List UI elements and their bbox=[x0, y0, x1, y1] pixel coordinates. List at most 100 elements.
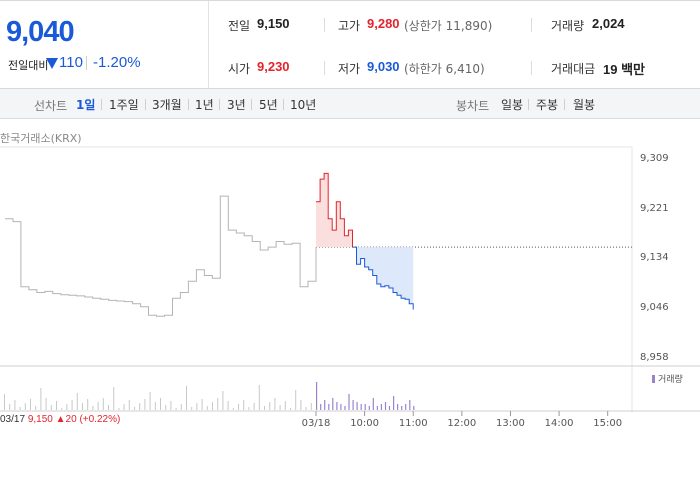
prev-volume-bar bbox=[284, 401, 286, 410]
candle-daily[interactable]: 일봉 bbox=[501, 98, 524, 112]
line-chart-title: 선차트 bbox=[34, 99, 68, 113]
high-label: 고가 bbox=[338, 19, 361, 33]
prev-volume-bar bbox=[243, 400, 245, 410]
volume-bar bbox=[409, 400, 411, 410]
prev-volume-bar bbox=[113, 387, 115, 410]
prev-volume-bar bbox=[30, 399, 31, 410]
prev-volume-bar bbox=[35, 406, 37, 410]
chart-grid bbox=[0, 146, 700, 412]
volume-bar bbox=[360, 404, 362, 410]
candle-weekly[interactable]: 주봉 bbox=[536, 98, 559, 112]
volume-bar bbox=[344, 406, 346, 410]
change-label: 전일대비 bbox=[8, 59, 49, 72]
divider bbox=[564, 99, 565, 110]
volume-bar bbox=[352, 400, 354, 410]
prev-close-value: 9,150 bbox=[257, 16, 290, 31]
y-tick-label: 9,221 bbox=[640, 203, 669, 214]
prev-volume-bar bbox=[108, 405, 109, 410]
prev-volume-bar bbox=[50, 405, 52, 410]
y-tick-label: 9,309 bbox=[640, 153, 669, 164]
prev-volume-bar bbox=[186, 386, 187, 410]
exchange-label: 한국거래소(KRX) bbox=[0, 132, 82, 145]
footer-rate: (+0.22%) bbox=[79, 414, 121, 425]
price-chart[interactable]: 9,309 9,221 9,134 9,046 8,958 03/18 10:00 11:0… bbox=[0, 120, 700, 490]
high-value: 9,280 bbox=[367, 16, 400, 31]
footer-date: 03/17 bbox=[0, 414, 26, 425]
volume-bar bbox=[380, 404, 382, 410]
candle-monthly[interactable]: 월봉 bbox=[573, 98, 596, 112]
volume-bar bbox=[393, 396, 395, 410]
x-tick-label: 03/18 bbox=[302, 418, 331, 429]
prev-volume-bar bbox=[45, 398, 47, 410]
down-triangle-icon bbox=[46, 58, 58, 69]
x-tick-label: 10:00 bbox=[350, 418, 379, 429]
volume-bar bbox=[328, 404, 330, 410]
period-1y[interactable]: 1년 bbox=[195, 98, 214, 112]
prev-volume-bar bbox=[128, 400, 130, 410]
volume-bar bbox=[376, 406, 378, 410]
divider bbox=[531, 18, 532, 32]
volume-legend-label: 거래량 bbox=[658, 373, 683, 385]
divider bbox=[219, 99, 220, 110]
period-10y[interactable]: 10년 bbox=[290, 98, 317, 112]
divider bbox=[283, 99, 284, 110]
prev-volume-bar bbox=[19, 407, 21, 410]
volume-bar bbox=[384, 402, 387, 410]
current-price-box: 9,040 전일대비 110 -1.20% bbox=[0, 1, 209, 88]
footer-price: 9,150 bbox=[27, 414, 53, 425]
footer-change: ▲20 bbox=[55, 414, 77, 425]
volume-bar bbox=[348, 394, 350, 410]
prev-volume-bar bbox=[71, 400, 73, 410]
volume-bar bbox=[413, 406, 415, 410]
x-axis: 03/18 10:00 11:00 12:00 13:00 14:00 15:00 bbox=[302, 411, 622, 429]
prev-volume-bar bbox=[269, 402, 271, 410]
y-tick-label: 8,958 bbox=[640, 352, 669, 363]
prev-volume-bar bbox=[175, 408, 177, 410]
prev-volume-bar bbox=[217, 398, 219, 410]
prev-volume-bar bbox=[87, 399, 89, 410]
period-1d[interactable]: 1일 bbox=[76, 98, 96, 112]
prev-volume-bar bbox=[40, 388, 42, 410]
upper-limit: (상한가 11,890) bbox=[404, 19, 493, 33]
trade-amount-value: 19 백만 bbox=[603, 62, 645, 77]
change-rate: -1.20% bbox=[93, 54, 141, 71]
prev-volume-bar bbox=[264, 406, 265, 410]
prev-volume-bar bbox=[222, 391, 224, 410]
prev-volume-bar bbox=[248, 407, 250, 410]
divider bbox=[324, 61, 325, 75]
volume-bar bbox=[336, 402, 338, 410]
prev-volume-bar bbox=[227, 401, 229, 410]
period-bar: 선차트 1일 1주일 3개월 1년 3년 5년 10년 봉차트 일봉 주봉 월봉 bbox=[0, 89, 700, 119]
prev-volume-bar bbox=[201, 399, 203, 410]
prev-volume-bar bbox=[295, 390, 297, 410]
period-1w[interactable]: 1주일 bbox=[109, 98, 139, 112]
volume-bar bbox=[320, 404, 322, 410]
prev-volume-bar bbox=[61, 408, 63, 410]
divider bbox=[145, 99, 146, 110]
volume-bar bbox=[316, 382, 318, 410]
period-5y[interactable]: 5년 bbox=[259, 98, 278, 112]
prev-volume-bar bbox=[66, 404, 68, 410]
volume-bar bbox=[324, 400, 326, 410]
divider bbox=[251, 99, 252, 110]
prev-volume-bar bbox=[76, 393, 78, 410]
period-3y[interactable]: 3년 bbox=[227, 98, 246, 112]
prev-volume-bar bbox=[123, 404, 125, 410]
volume-legend-swatch bbox=[652, 375, 655, 383]
down-area bbox=[352, 247, 414, 310]
prev-volume-bar bbox=[9, 404, 11, 410]
divider bbox=[324, 18, 325, 32]
prev-volume-bar bbox=[290, 408, 291, 410]
prev-volume-bar bbox=[165, 405, 167, 410]
current-price: 9,040 bbox=[6, 16, 75, 48]
volume-label: 거래량 bbox=[551, 19, 585, 33]
trade-amount-label: 거래대금 bbox=[551, 62, 596, 76]
volume-bar bbox=[364, 404, 366, 410]
period-3m[interactable]: 3개월 bbox=[152, 98, 182, 112]
prev-volume-bar bbox=[305, 407, 307, 410]
y-tick-label: 9,046 bbox=[640, 302, 669, 313]
chart-lines bbox=[5, 172, 414, 317]
change-amount: 110 bbox=[59, 54, 83, 71]
volume-bar bbox=[401, 406, 403, 410]
prev-volume-bar bbox=[310, 403, 312, 410]
